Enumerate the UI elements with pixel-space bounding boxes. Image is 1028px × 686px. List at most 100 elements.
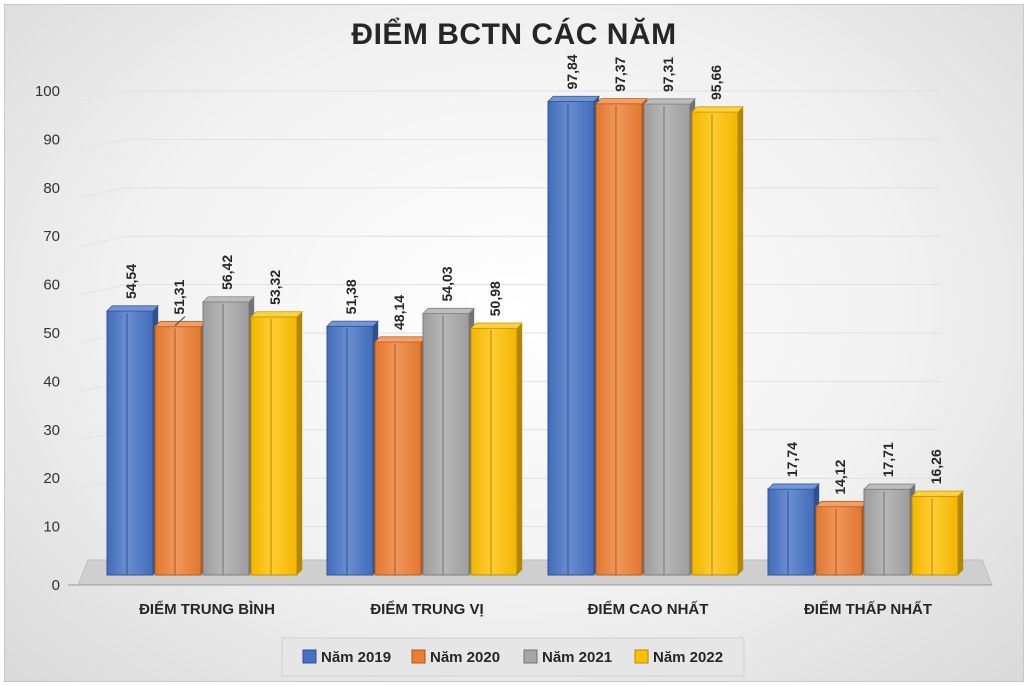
- legend-swatch: [411, 649, 426, 664]
- y-tick-label: 90: [43, 131, 60, 148]
- bar-top: [767, 483, 821, 490]
- y-tick-label: 80: [43, 180, 60, 197]
- bar-side: [738, 106, 744, 575]
- bar-front: [374, 341, 422, 576]
- data-label: 14,12: [832, 459, 848, 494]
- legend-item: Năm 2021: [523, 649, 612, 666]
- bar-top: [374, 336, 428, 343]
- bar-front: [202, 301, 250, 576]
- bar-side: [297, 311, 303, 575]
- data-label: 50,98: [487, 281, 503, 316]
- bar-front: [815, 506, 863, 576]
- bar-top: [326, 320, 380, 327]
- bar-front: [422, 312, 470, 576]
- gridline-diag: [79, 90, 127, 102]
- legend-item: Năm 2020: [411, 649, 500, 666]
- bar: [911, 490, 965, 576]
- bar: [691, 106, 745, 576]
- bar-side: [958, 491, 964, 575]
- bar-top: [106, 305, 160, 312]
- bar-front: [911, 495, 959, 576]
- gridline-diag: [79, 138, 127, 150]
- bar-top: [863, 483, 917, 490]
- bar-top: [154, 321, 208, 328]
- bar-top: [422, 307, 476, 314]
- data-label: 97,37: [612, 56, 628, 91]
- bar: [470, 322, 524, 576]
- data-label: 51,38: [343, 279, 359, 314]
- bar: [154, 321, 208, 576]
- bar: [202, 296, 256, 576]
- bar-top: [643, 98, 697, 105]
- legend-label: Năm 2019: [321, 649, 391, 666]
- legend-box: [281, 637, 745, 677]
- bar: [815, 501, 869, 576]
- gridline-diag: [79, 284, 127, 296]
- x-category-label: ĐIỂM CAO NHẤT: [588, 600, 709, 618]
- bar: [106, 305, 160, 576]
- label-leader-line: [174, 316, 186, 327]
- data-label: 97,31: [660, 57, 676, 92]
- bar: [863, 483, 917, 576]
- legend-label: Năm 2022: [653, 649, 723, 666]
- bar-top: [691, 106, 745, 113]
- y-tick-label: 20: [43, 470, 60, 487]
- bar-front: [595, 103, 643, 576]
- bar-top: [911, 490, 965, 497]
- bar-front: [863, 488, 911, 576]
- bar-front: [767, 488, 815, 576]
- bar-front: [470, 327, 518, 576]
- bar-top: [202, 296, 256, 303]
- bar: [643, 98, 697, 576]
- bar-top: [250, 311, 304, 318]
- bar-front: [326, 325, 374, 576]
- bar-side: [517, 323, 523, 575]
- bar: [422, 307, 476, 576]
- gridline-diag: [79, 187, 127, 199]
- data-label: 17,74: [784, 442, 800, 477]
- gridline-diag: [79, 235, 127, 247]
- y-tick-label: 50: [43, 325, 60, 342]
- bar-top: [595, 98, 649, 105]
- data-label: 51,31: [171, 279, 187, 314]
- data-label: 56,42: [219, 255, 235, 290]
- data-label: 95,66: [708, 65, 724, 100]
- bar-front: [106, 310, 154, 576]
- data-label: 53,32: [267, 270, 283, 305]
- y-tick-label: 10: [43, 519, 60, 536]
- legend-swatch: [634, 649, 649, 664]
- y-tick-label: 60: [43, 277, 60, 294]
- y-tick-label: 70: [43, 228, 60, 245]
- bar: [326, 320, 380, 576]
- chart-title: ĐIỂM BCTN CÁC NĂM: [351, 18, 677, 51]
- legend-swatch: [302, 649, 317, 664]
- data-label: 16,26: [928, 449, 944, 484]
- legend-label: Năm 2020: [430, 649, 500, 666]
- data-label: 54,54: [123, 264, 139, 299]
- data-label: 48,14: [391, 295, 407, 330]
- legend-item: Năm 2019: [302, 649, 391, 666]
- bar: [374, 336, 428, 576]
- data-label: 17,71: [880, 442, 896, 477]
- bar: [547, 95, 601, 576]
- x-category-label: ĐIỂM TRUNG VỊ: [370, 600, 483, 618]
- bar: [250, 311, 304, 576]
- bar-top: [470, 322, 524, 329]
- legend-label: Năm 2021: [542, 649, 612, 666]
- x-category-label: ĐIỂM THẤP NHẤT: [804, 600, 932, 618]
- y-tick-label: 40: [43, 373, 60, 390]
- bar: [595, 98, 649, 576]
- y-tick-label: 30: [43, 422, 60, 439]
- bar-front: [691, 111, 739, 576]
- legend-item: Năm 2022: [634, 649, 723, 666]
- legend-swatch: [523, 649, 538, 664]
- data-label: 54,03: [439, 266, 455, 301]
- bar-front: [154, 326, 202, 576]
- bar-front: [643, 103, 691, 576]
- x-category-label: ĐIỂM TRUNG BÌNH: [139, 600, 275, 618]
- bar-front: [250, 316, 298, 576]
- data-label: 97,84: [564, 54, 580, 89]
- bar-top: [547, 95, 601, 102]
- bar-top: [815, 501, 869, 508]
